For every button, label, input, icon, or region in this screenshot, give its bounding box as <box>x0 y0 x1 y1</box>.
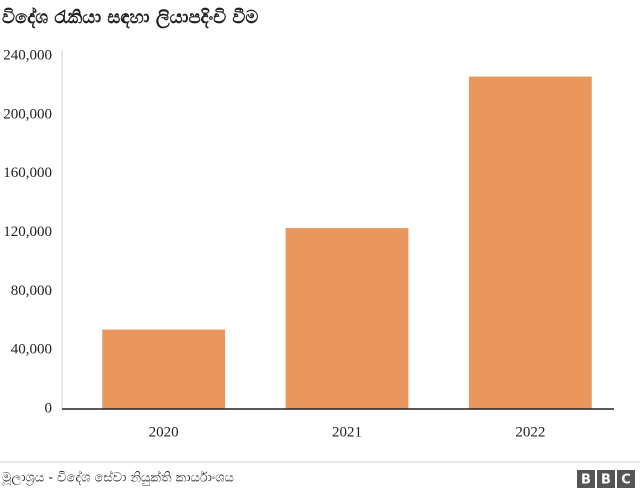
y-tick-label: 40,000 <box>11 342 52 358</box>
x-tick-label: 2021 <box>332 424 362 440</box>
logo-box <box>617 470 635 488</box>
logo-letter: B <box>601 473 611 488</box>
y-tick-label: 0 <box>45 400 53 416</box>
bar <box>102 329 226 409</box>
y-tick-label: 200,000 <box>3 106 52 122</box>
logo-letter: B <box>581 473 591 488</box>
x-tick-label: 2022 <box>515 424 545 440</box>
chart-title: විදේශ රැකියා සඳහා ලියාපදිංචි වීම <box>2 6 258 29</box>
logo-box <box>577 470 595 488</box>
x-tick-label: 2020 <box>149 424 179 440</box>
logo-box <box>597 470 615 488</box>
y-tick-label: 240,000 <box>3 47 52 63</box>
logo-letter: C <box>621 473 631 488</box>
bar <box>285 228 409 409</box>
y-tick-label: 160,000 <box>3 165 52 181</box>
source: මූලාශ්‍රය - විදේශ සේවා නියුක්ති කාර්යාංශ… <box>1 469 234 485</box>
y-tick-label: 120,000 <box>3 224 52 240</box>
y-tick-label: 80,000 <box>11 283 52 299</box>
bar <box>468 76 592 409</box>
